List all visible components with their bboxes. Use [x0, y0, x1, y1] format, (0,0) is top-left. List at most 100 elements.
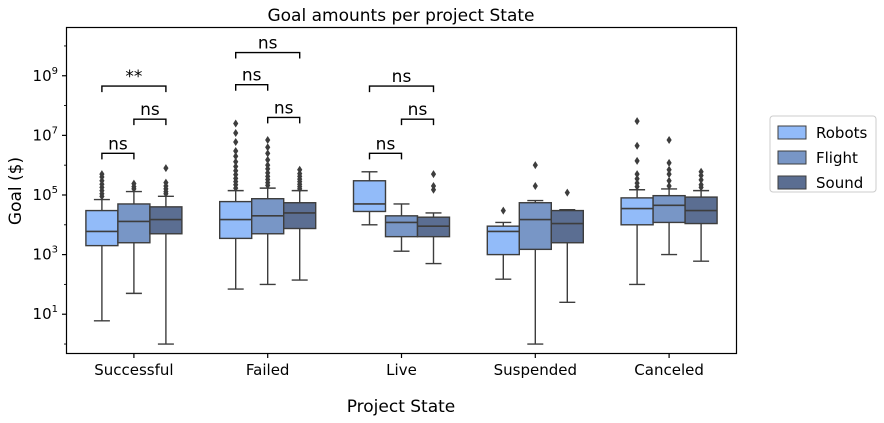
- outlier-point: [634, 117, 640, 126]
- annotation-bracket: [133, 118, 167, 126]
- outlier-point: [430, 182, 437, 191]
- legend-label-flight: Flight: [816, 149, 858, 167]
- annotation-failed: ns: [235, 66, 269, 91]
- outlier-point: [634, 174, 640, 183]
- box-body: [283, 202, 317, 230]
- box-body: [550, 209, 584, 244]
- y-axis-label: Goal ($): [6, 157, 26, 225]
- legend-swatch-sound: [777, 175, 807, 190]
- outlier-point: [666, 176, 672, 185]
- annotation-bracket: [368, 152, 403, 160]
- box-robots-canceled: [620, 117, 654, 286]
- annotation-label: ns: [376, 134, 396, 154]
- outlier-point: [634, 179, 640, 188]
- outlier-point: [233, 152, 239, 161]
- box-flight-live: [384, 203, 419, 252]
- annotation-label: ns: [392, 67, 412, 87]
- outlier-point: [532, 182, 538, 191]
- x-tick-label-suspended: Suspended: [494, 361, 577, 379]
- outlier-point: [430, 170, 437, 179]
- outlier-point: [500, 206, 506, 215]
- annotation-label: **: [125, 67, 142, 87]
- outlier-point: [233, 129, 239, 138]
- x-tick-label-live: Live: [386, 361, 417, 379]
- outlier-point: [233, 166, 239, 175]
- annotation-successful: ns: [133, 100, 167, 126]
- y-tick-label: 103: [33, 245, 58, 264]
- y-tick-label: 101: [33, 304, 58, 323]
- annotation-label: ns: [408, 100, 428, 120]
- box-body: [518, 202, 552, 251]
- box-body: [652, 194, 686, 224]
- annotation-successful: **: [101, 67, 167, 93]
- outlier-point: [297, 165, 303, 174]
- outlier-point: [233, 162, 239, 171]
- annotation-label: ns: [274, 98, 294, 118]
- box-body: [117, 203, 151, 244]
- annotation-bracket: [400, 118, 435, 126]
- box-flight-suspended: [518, 161, 552, 345]
- chart-title: Goal amounts per project State: [267, 6, 534, 26]
- outlier-point: [634, 156, 640, 165]
- box-robots-live: [352, 171, 387, 226]
- annotation-label: ns: [108, 134, 128, 154]
- outlier-point: [634, 141, 640, 150]
- annotation-failed: ns: [235, 34, 301, 59]
- box-body: [486, 225, 520, 256]
- outlier-point: [99, 170, 105, 179]
- outlier-point: [634, 170, 640, 179]
- box-sound-successful: [149, 164, 183, 345]
- x-tick-label-successful: Successful: [94, 361, 173, 379]
- outlier-point: [666, 158, 672, 167]
- annotation-failed: ns: [267, 98, 301, 124]
- box-robots-suspended: [486, 206, 520, 280]
- box-flight-failed: [250, 135, 285, 286]
- outlier-point: [532, 161, 538, 170]
- box-sound-failed: [283, 165, 317, 281]
- y-tick-label: 105: [33, 185, 58, 204]
- box-body: [620, 197, 654, 226]
- outlier-point: [666, 182, 672, 191]
- outlier-point: [265, 168, 271, 177]
- outlier-point: [265, 149, 271, 158]
- box-sound-live: [416, 170, 451, 265]
- box-sound-canceled: [684, 167, 718, 262]
- annotation-bracket: [101, 152, 135, 160]
- outlier-point: [698, 175, 704, 184]
- outlier-point: [698, 167, 704, 176]
- legend-swatch-flight: [777, 150, 807, 165]
- annotation-bracket: [101, 85, 167, 93]
- box-flight-successful: [117, 179, 151, 295]
- box-flight-canceled: [652, 135, 686, 256]
- outlier-point: [666, 135, 672, 144]
- annotation-bracket: [267, 116, 301, 124]
- outlier-point: [163, 178, 169, 187]
- box-robots-successful: [85, 170, 119, 322]
- outlier-point: [233, 146, 239, 155]
- box-sound-suspended: [550, 188, 584, 304]
- legend: Robots Flight Sound: [769, 115, 877, 193]
- outlier-point: [233, 157, 239, 166]
- y-tick-label: 107: [33, 125, 58, 144]
- box-body: [85, 209, 119, 247]
- annotation-bracket: [235, 51, 301, 59]
- outlier-point: [564, 188, 570, 197]
- legend-label-sound: Sound: [816, 174, 863, 192]
- annotation-label: ns: [140, 100, 160, 120]
- outlier-point: [265, 143, 271, 152]
- annotation-successful: ns: [101, 134, 135, 160]
- annotation-label: ns: [258, 34, 278, 54]
- outlier-point: [265, 135, 271, 144]
- box-robots-failed: [218, 119, 253, 290]
- legend-swatch-robots: [777, 125, 807, 140]
- y-tick-label: 109: [33, 66, 58, 85]
- annotation-bracket: [368, 85, 435, 93]
- x-tick-label-canceled: Canceled: [634, 361, 704, 379]
- x-axis-label: Project State: [347, 397, 456, 417]
- annotation-label: ns: [242, 66, 262, 86]
- x-tick-label-failed: Failed: [246, 361, 290, 379]
- outlier-point: [698, 180, 704, 189]
- annotation-live: ns: [368, 134, 403, 160]
